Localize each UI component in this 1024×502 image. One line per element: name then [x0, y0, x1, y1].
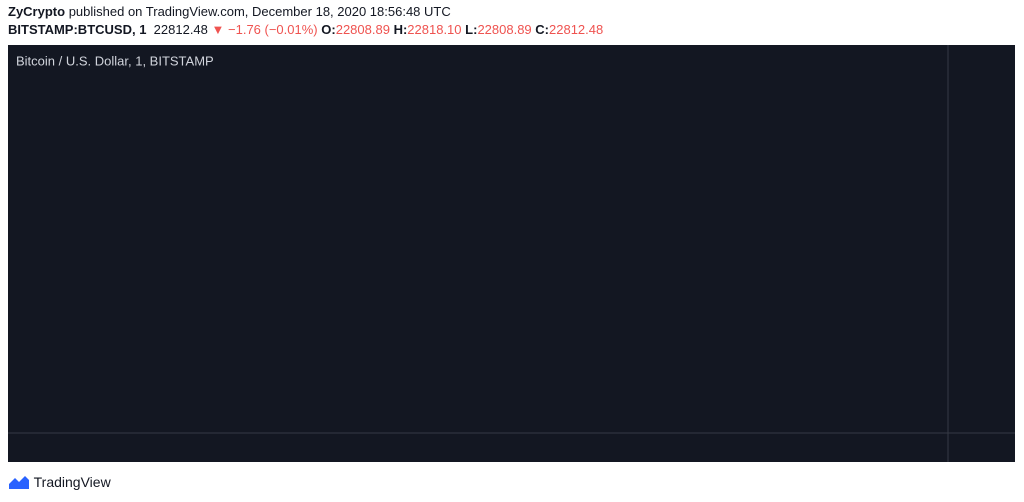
ohlc-label: L:	[465, 22, 478, 37]
published: published on TradingView.com, December 1…	[68, 4, 451, 19]
ohlc-value: 22808.89	[335, 22, 390, 37]
ohlc-value: 22812.48	[549, 22, 604, 37]
publish-line: ZyCrypto published on TradingView.com, D…	[8, 4, 451, 19]
chart: Bitcoin / U.S. Dollar, 1, BITSTAMP	[8, 45, 1015, 462]
symbol-line: BITSTAMP:BTCUSD, 1 22812.48 ▼ −1.76 (−0.…	[8, 22, 603, 37]
logo	[9, 476, 29, 490]
brand: TradingView	[33, 474, 111, 490]
ohlc-label: H:	[393, 22, 408, 37]
ohlc-value: 22818.10	[407, 22, 462, 37]
publisher: ZyCrypto	[8, 4, 66, 19]
ohlc: O:22808.89 H:22818.10 L:22808.89 C:22812…	[321, 22, 603, 37]
ohlc-value: 22808.89	[477, 22, 532, 37]
chart-background	[8, 45, 1015, 462]
price: 22812.48	[153, 22, 208, 37]
ohlc-label: C:	[535, 22, 550, 37]
change: ▼ −1.76 (−0.01%)	[211, 22, 318, 37]
symbol: BITSTAMP:BTCUSD, 1	[8, 22, 147, 37]
ohlc-label: O:	[321, 22, 336, 37]
footer: TradingView	[8, 474, 111, 491]
chart-title: Bitcoin / U.S. Dollar, 1, BITSTAMP	[16, 53, 214, 68]
